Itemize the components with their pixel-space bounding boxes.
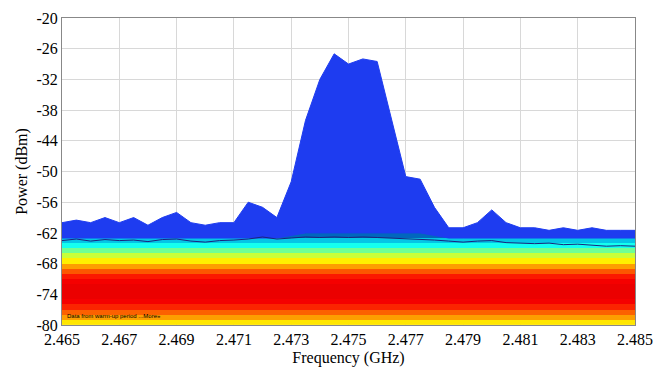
svg-text:-50: -50 [36,163,57,180]
svg-text:-26: -26 [36,40,57,57]
svg-text:Power (dBm): Power (dBm) [13,128,31,215]
svg-text:2.477: 2.477 [388,331,424,348]
svg-text:2.475: 2.475 [331,331,367,348]
svg-text:Data from warm-up period ...Mo: Data from warm-up period ...More» [67,313,161,319]
svg-text:-74: -74 [36,286,57,303]
svg-text:2.471: 2.471 [216,331,252,348]
svg-text:2.485: 2.485 [617,331,653,348]
svg-text:2.481: 2.481 [502,331,538,348]
svg-text:-44: -44 [36,132,57,149]
svg-text:2.473: 2.473 [273,331,309,348]
svg-text:-80: -80 [36,317,57,334]
svg-text:-62: -62 [36,225,57,242]
svg-text:-38: -38 [36,102,57,119]
svg-text:Frequency (GHz): Frequency (GHz) [292,349,404,367]
svg-text:2.469: 2.469 [159,331,195,348]
svg-text:2.467: 2.467 [101,331,137,348]
svg-text:2.479: 2.479 [445,331,481,348]
svg-text:2.483: 2.483 [560,331,596,348]
svg-text:-32: -32 [36,71,57,88]
svg-text:-68: -68 [36,255,57,272]
svg-text:-56: -56 [36,194,57,211]
svg-text:-20: -20 [36,10,57,27]
svg-text:2.465: 2.465 [44,331,80,348]
